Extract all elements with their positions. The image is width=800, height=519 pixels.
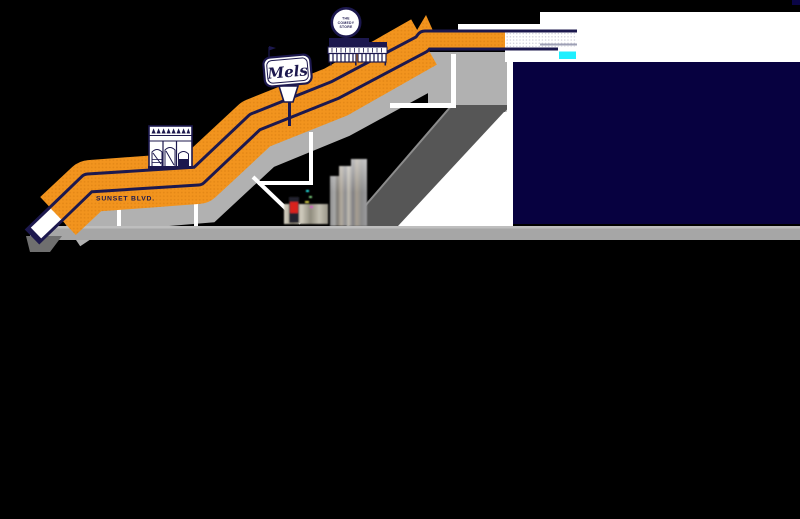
comedy-store-sign: THE COMEDY STORE bbox=[327, 7, 388, 66]
comedy-sign-line1: THE bbox=[342, 17, 350, 21]
band-highlight bbox=[30, 226, 800, 229]
road-white-tip bbox=[30, 207, 63, 239]
sign-board-inner bbox=[266, 57, 309, 84]
awning-leg bbox=[355, 62, 357, 66]
door-panel bbox=[178, 159, 189, 166]
pennant-row bbox=[151, 128, 191, 134]
door-arch bbox=[178, 151, 189, 166]
cross-street-horizontal bbox=[258, 181, 313, 185]
white-map-panel bbox=[398, 12, 800, 226]
mels-sign-label: Mels bbox=[266, 61, 309, 83]
cross-street bbox=[117, 206, 121, 240]
road-gray-line bbox=[540, 43, 577, 46]
awning-left bbox=[328, 52, 357, 63]
cross-street bbox=[194, 204, 198, 240]
white-top-right bbox=[540, 12, 800, 32]
awning-leg bbox=[330, 62, 332, 66]
sunset-blvd-label: SUNSET BLVD. bbox=[96, 196, 155, 203]
roof-bar-step bbox=[368, 42, 387, 50]
antenna-flag bbox=[269, 46, 276, 51]
photo-fragment-building-highlight bbox=[330, 159, 367, 226]
navy-corner-sliver bbox=[792, 0, 800, 5]
photo-fragments bbox=[284, 159, 367, 226]
cyan-accent-strip bbox=[559, 51, 576, 59]
pixel-artifact bbox=[310, 206, 313, 208]
round-sign bbox=[330, 7, 362, 38]
sign-board-outer bbox=[262, 53, 313, 88]
mels-drive-in-sign: Mels bbox=[262, 46, 313, 126]
band-surface bbox=[30, 228, 800, 240]
white-column bbox=[507, 62, 513, 112]
awning-stripes bbox=[332, 54, 383, 62]
storefront-base bbox=[148, 166, 193, 169]
pixel-artifact bbox=[309, 196, 312, 198]
cross-street bbox=[451, 54, 456, 108]
sunset-blvd-road bbox=[24, 15, 577, 245]
roof-bar bbox=[329, 38, 369, 47]
gray-road-block bbox=[428, 52, 507, 108]
awning-right bbox=[357, 52, 387, 63]
window-arch bbox=[151, 149, 163, 166]
comedy-sign-line3: STORE bbox=[339, 25, 353, 29]
white-triangle bbox=[398, 112, 513, 226]
pixel-artifact bbox=[305, 201, 309, 203]
white-strip-above-road bbox=[458, 24, 577, 33]
road-surface-halftone bbox=[50, 32, 505, 220]
storefront-building bbox=[148, 125, 193, 169]
window-arch bbox=[164, 147, 176, 166]
pixel-artifact bbox=[306, 190, 309, 192]
awning-leg bbox=[384, 62, 387, 66]
mels-sign-board: Mels bbox=[262, 53, 313, 88]
cross-street bbox=[309, 132, 313, 185]
fascia-ticks bbox=[331, 48, 382, 53]
window-glint bbox=[165, 150, 175, 166]
cross-street-horizontal bbox=[390, 103, 451, 108]
photo-fragment-red bbox=[290, 202, 298, 213]
sign-pointer bbox=[277, 85, 300, 103]
comedy-sign-line2: COMEDY bbox=[338, 21, 355, 25]
dark-road-surface bbox=[346, 105, 512, 228]
navy-background-block bbox=[513, 62, 800, 224]
bottom-road-band bbox=[26, 226, 800, 252]
